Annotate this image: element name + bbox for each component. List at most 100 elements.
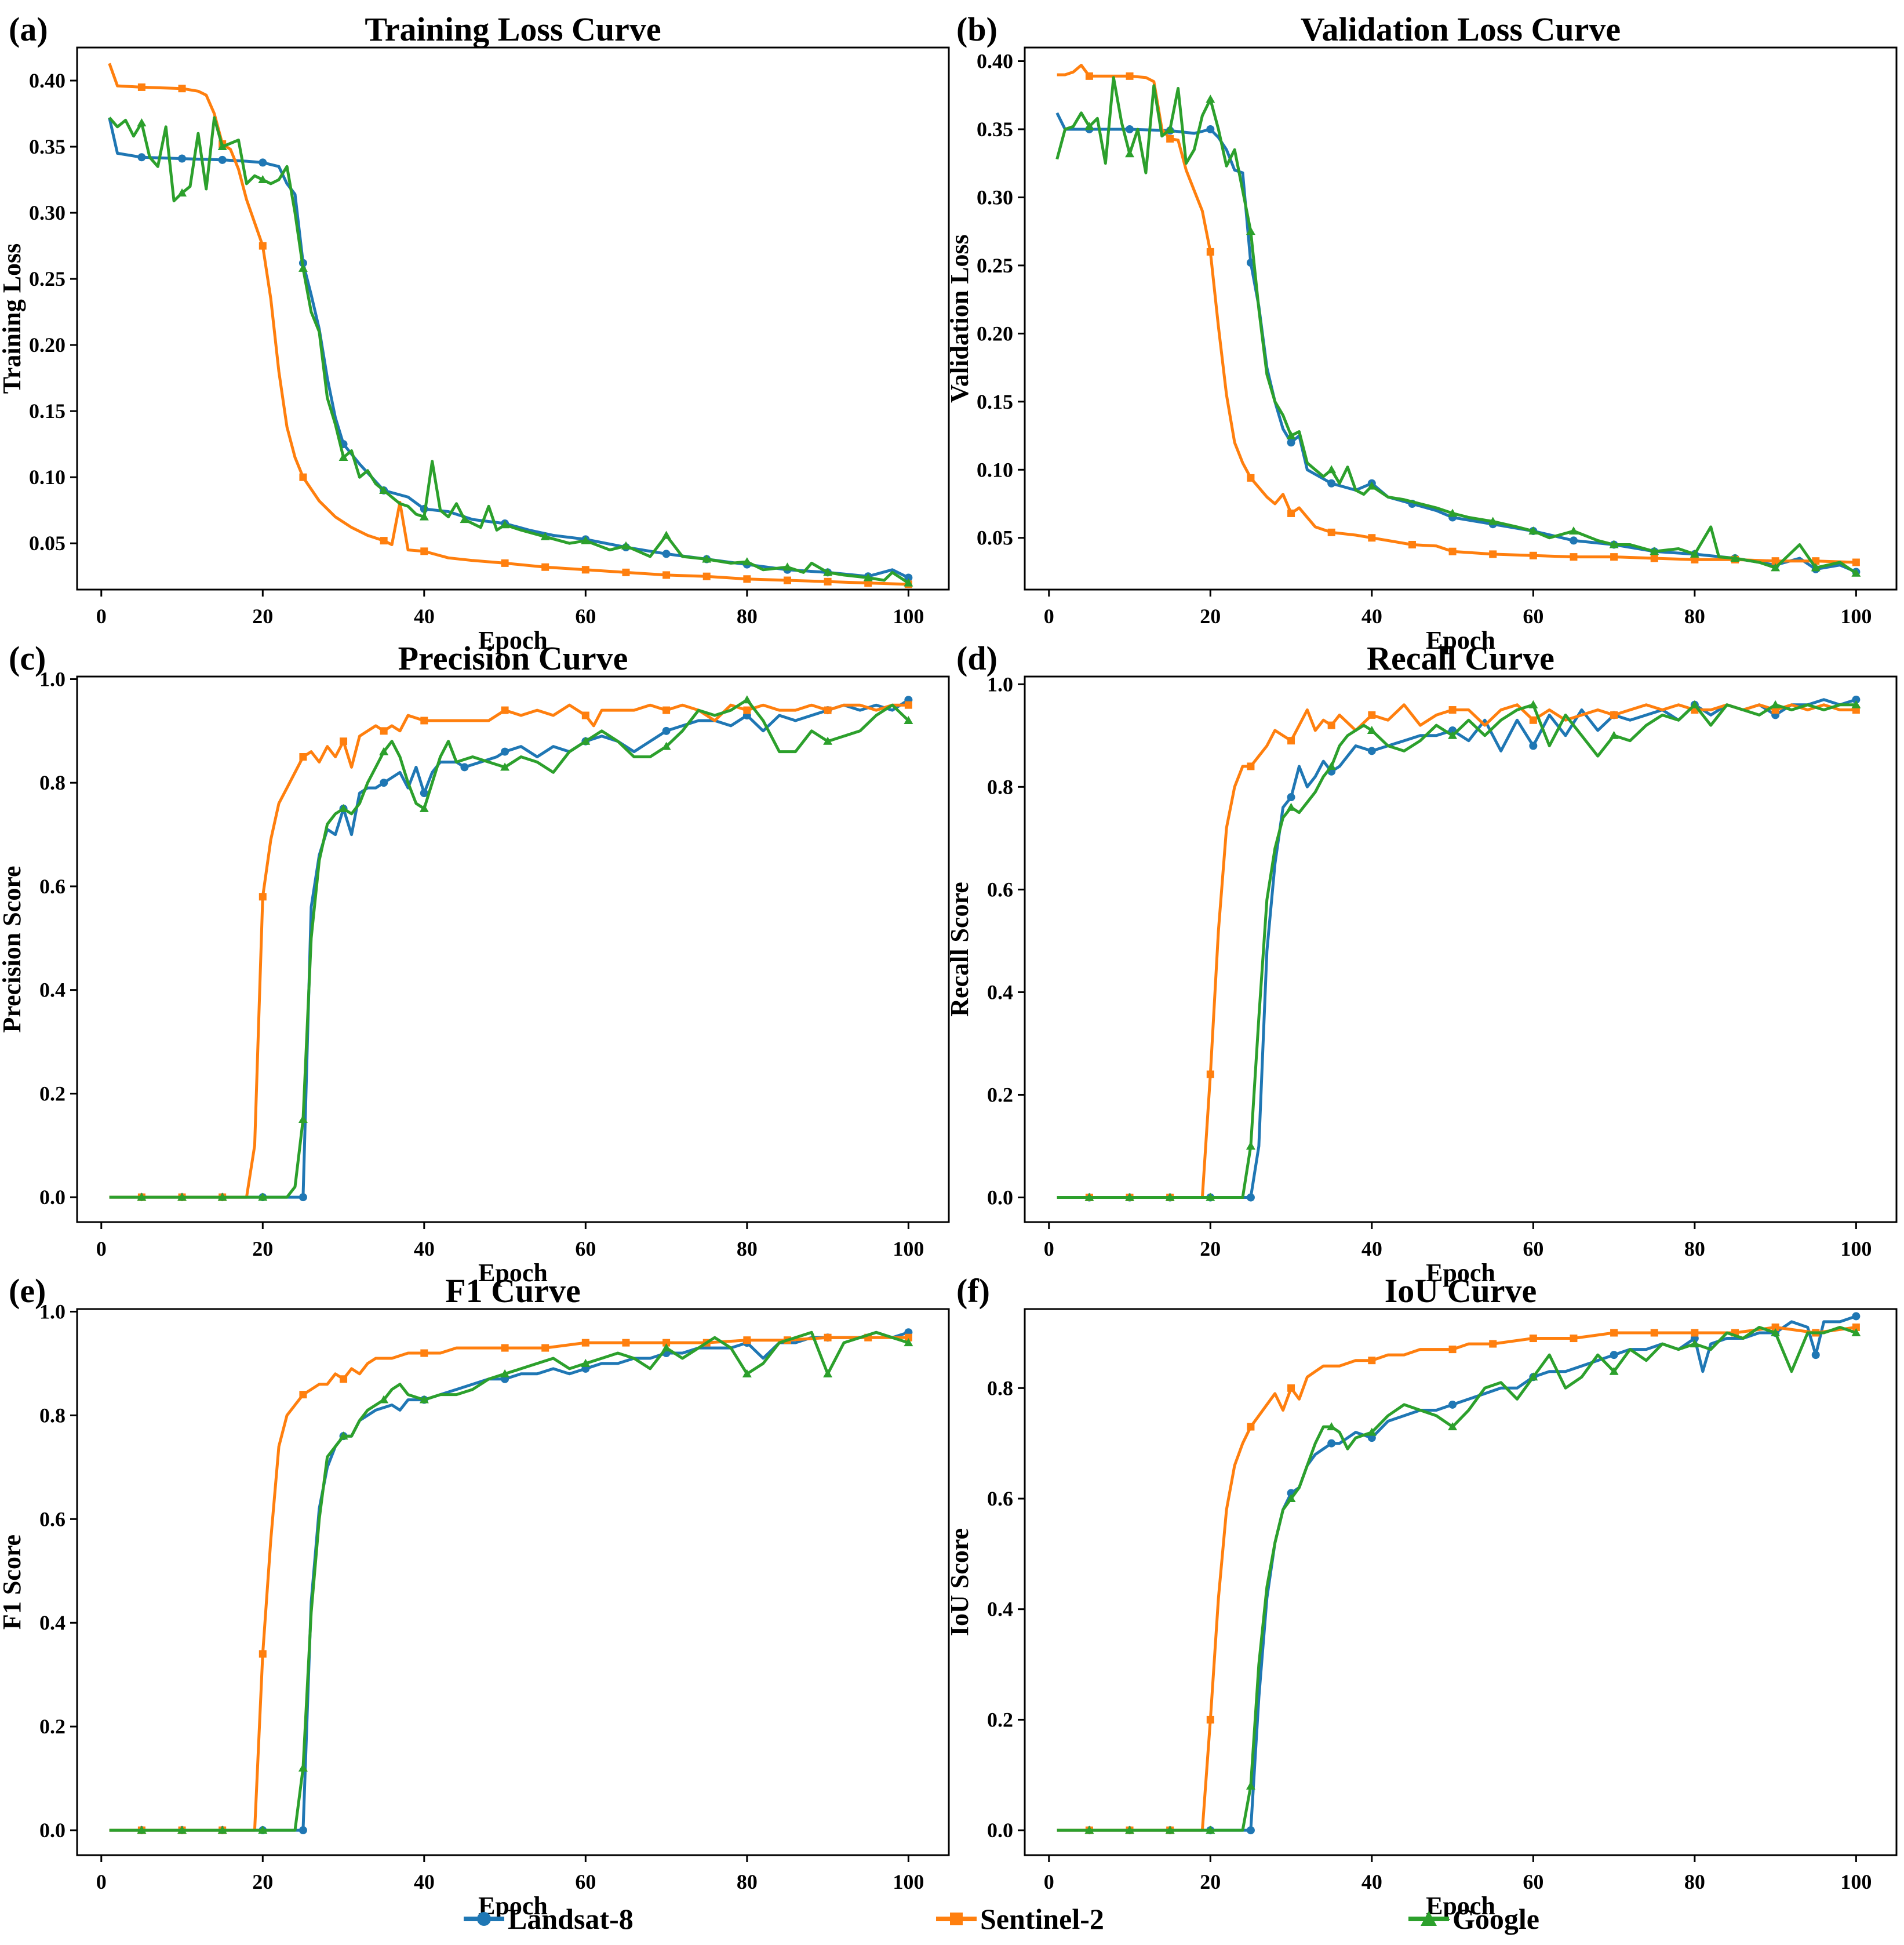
data-point [1126,125,1134,133]
data-point [904,573,913,582]
y-tick-label: 0.15 [29,399,65,423]
series-sentinel-2 [109,1333,912,1834]
y-axis-label: Recall Score [945,882,974,1017]
x-axis-label: Epoch [1426,626,1495,655]
x-tick-label: 40 [1361,1237,1382,1260]
data-point [1126,72,1134,80]
y-tick-label: 0.0 [987,1186,1013,1209]
x-tick-label: 60 [575,1237,596,1260]
legend-item-sentinel-2: Sentinel-2 [936,1896,1104,1942]
series-landsat-8 [1055,112,1861,576]
data-point [501,1344,509,1352]
data-point [1368,1357,1376,1365]
series-line [109,698,910,1199]
series-landsat-8 [1057,1312,1861,1835]
data-point [460,515,469,523]
y-tick-label: 0.8 [987,775,1013,798]
data-point [1691,555,1699,563]
x-tick-label: 100 [893,1870,924,1893]
panel-label: (d) [956,639,997,677]
x-tick-label: 20 [1200,605,1221,628]
y-tick-label: 0.30 [977,186,1013,209]
x-tick-label: 20 [1200,1237,1221,1260]
series-landsat-8 [109,696,913,1202]
data-point [1610,1351,1618,1359]
data-point [783,576,791,584]
data-point [662,1339,671,1347]
series-line [1057,698,1857,1199]
data-point [259,158,267,167]
data-point [743,1336,751,1344]
series-line [1057,703,1856,1199]
data-point [782,562,792,571]
data-point [904,1333,912,1341]
x-tick-label: 20 [252,605,273,628]
data-point [218,155,227,164]
series-landsat-8 [108,117,913,582]
data-point [217,1826,227,1834]
y-tick-label: 0.6 [39,875,65,898]
y-tick-label: 0.20 [977,322,1013,345]
data-point [1609,1366,1619,1375]
data-point [1166,134,1174,143]
data-point [824,706,832,714]
data-point [217,1193,227,1201]
data-point [1569,536,1578,545]
axes-frame [1024,675,1898,1223]
data-point [1327,1439,1336,1448]
data-point [1771,700,1781,708]
data-point [340,737,348,746]
data-point [1084,1193,1094,1201]
y-tick-label: 0.25 [29,267,65,290]
data-point [1327,721,1335,729]
y-tick-label: 0.0 [39,1819,65,1842]
data-point [1206,1070,1214,1078]
data-point [622,1339,630,1347]
y-tick-label: 1.0 [39,667,65,690]
data-point [1528,1372,1538,1381]
data-point [1206,125,1215,133]
data-point [1690,549,1699,558]
data-point [177,188,187,197]
data-point [1206,248,1214,256]
series-line [1057,703,1856,1199]
data-point [1448,508,1458,517]
x-tick-label: 0 [96,1237,107,1260]
y-tick-label: 0.25 [977,254,1013,277]
data-point [420,547,428,555]
data-point [340,1375,348,1383]
data-point [1570,1335,1578,1343]
x-tick-label: 100 [893,605,924,628]
data-point [298,1826,307,1835]
data-point [1529,551,1537,559]
data-point [904,701,912,709]
data-point [1528,700,1538,708]
x-tick-label: 40 [1361,605,1382,628]
data-point [662,550,671,558]
data-point [1367,747,1376,755]
data-point [581,566,589,574]
series-line [108,116,909,584]
data-point [1327,479,1336,488]
data-point [1488,517,1498,525]
data-point [1811,563,1821,572]
chart-title: Recall Curve [1367,639,1554,677]
data-point [500,762,510,771]
data-point [581,711,589,719]
data-point [380,727,388,735]
data-point [298,1193,307,1202]
legend-label: Google [1452,1903,1539,1935]
legend-item-google: Google [1408,1896,1539,1942]
data-point [500,1369,510,1377]
data-point [1287,1384,1295,1392]
data-point [1448,547,1457,555]
x-tick-label: 60 [575,605,596,628]
legend-label: Landsat-8 [508,1903,634,1935]
data-point [1851,700,1861,708]
y-axis-label: Training Loss [0,243,26,394]
data-point [380,537,388,545]
data-point [258,1826,268,1834]
data-point [1408,540,1416,548]
x-tick-label: 100 [1840,1237,1872,1260]
